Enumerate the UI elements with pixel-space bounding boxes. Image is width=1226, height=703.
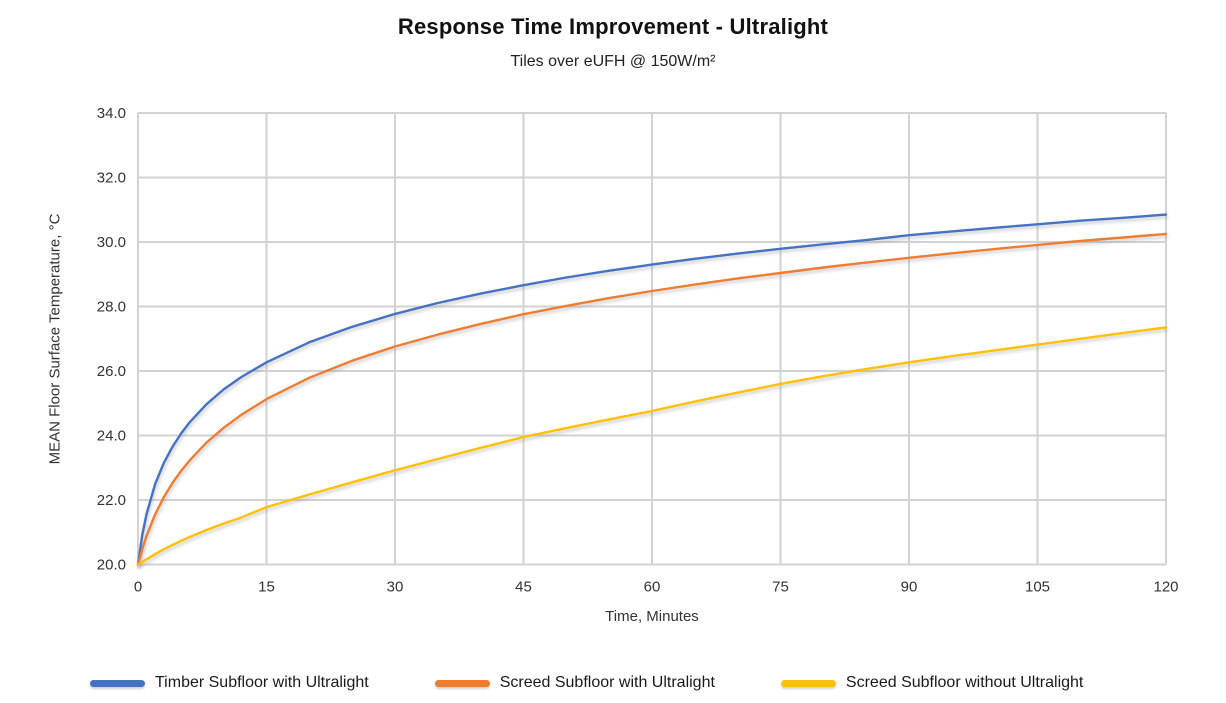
- x-tick-label: 105: [1025, 579, 1050, 596]
- y-tick-label: 34.0: [97, 105, 126, 122]
- x-tick-label: 15: [258, 579, 275, 596]
- legend-label: Screed Subfloor with Ultralight: [499, 674, 715, 691]
- legend-item-1: Timber Subfloor with Ultralight: [90, 674, 369, 692]
- legend-swatch-icon: [434, 679, 490, 687]
- series-line-1: [136, 213, 1168, 566]
- y-tick-label: 32.0: [97, 170, 126, 187]
- legend-label: Timber Subfloor with Ultralight: [155, 674, 369, 691]
- y-tick-label: 24.0: [97, 428, 126, 445]
- y-tick-label: 26.0: [97, 363, 126, 380]
- x-tick-label: 60: [644, 579, 661, 596]
- legend-swatch-icon: [780, 679, 836, 687]
- x-axis-title: Time, Minutes: [605, 608, 699, 625]
- x-tick-label: 75: [772, 579, 789, 596]
- y-tick-label: 28.0: [97, 299, 126, 316]
- x-tick-label: 0: [134, 579, 142, 596]
- y-tick-label: 20.0: [97, 557, 126, 574]
- chart-title: Response Time Improvement - Ultralight: [397, 14, 829, 39]
- legend-item-3: Screed Subfloor without Ultralight: [780, 674, 1084, 692]
- series-line-2: [136, 232, 1168, 566]
- x-tick-label: 45: [515, 579, 532, 596]
- series-line-3: [136, 326, 1168, 566]
- y-tick-label: 30.0: [97, 234, 126, 251]
- legend-item-2: Screed Subfloor with Ultralight: [434, 674, 715, 692]
- y-tick-label: 22.0: [97, 492, 126, 509]
- legend-swatch-icon: [90, 679, 145, 687]
- legend: Timber Subfloor with Ultralight Screed Su…: [90, 669, 1226, 697]
- x-tick-label: 120: [1153, 579, 1178, 596]
- x-tick-label: 30: [387, 579, 404, 596]
- legend-label: Screed Subfloor without Ultralight: [845, 674, 1084, 691]
- x-tick-label: 90: [901, 579, 918, 596]
- chart-subtitle: Tiles over eUFH @ 150W/m²: [510, 53, 716, 70]
